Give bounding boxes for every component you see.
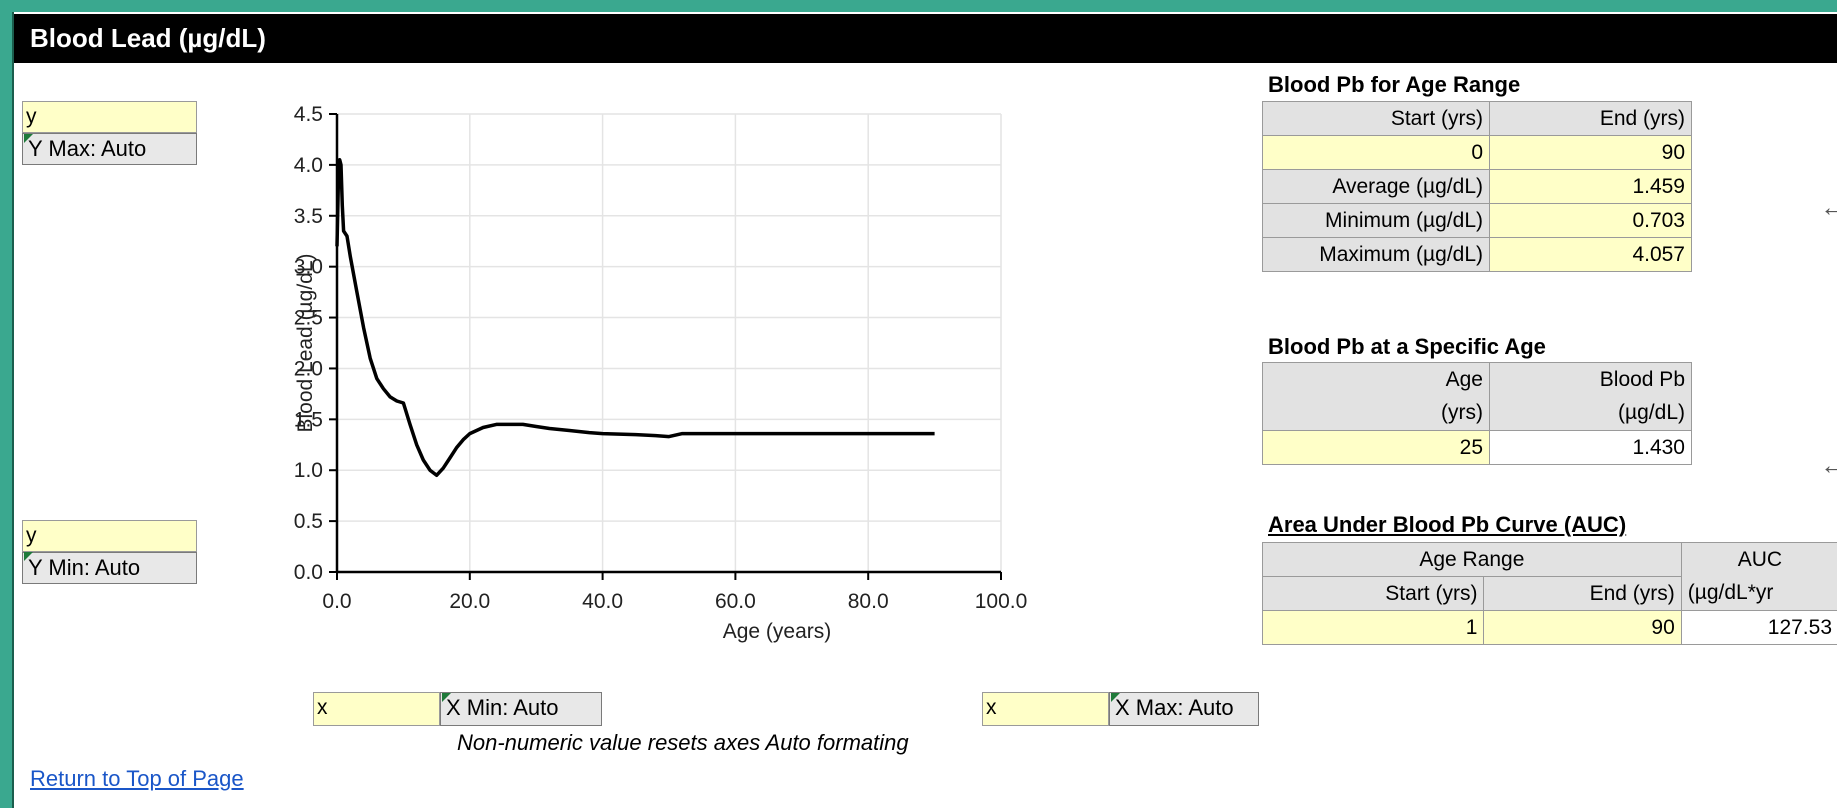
x-tick-label: 100.0 [975,590,1028,613]
y-max-input[interactable]: y [22,101,197,133]
minimum-label: Minimum (µg/dL) [1262,203,1490,238]
chart-ticks: 0.0 0.5 1.0 1.5 2.0 2.5 3.0 3.5 4.0 4.5 0.0 20.0 40.… [294,103,1027,613]
auc-table: Age Range AUC Start (yrs) End (yrs) (µg/… [1261,542,1837,645]
auc-start-header: Start (yrs) [1261,576,1485,611]
age-unit-header: (yrs) [1262,396,1490,431]
chart-grid [337,113,1002,572]
age-header: Age [1262,362,1490,397]
spreadsheet: Blood Lead (µg/dL) y Y Max: Auto y Y Min… [12,12,1837,808]
x-min-input[interactable]: x [313,692,440,726]
age-range-title: Blood Pb for Age Range [1268,72,1521,97]
x-tick-label: 60.0 [715,590,756,613]
auc-end-header: End (yrs) [1483,576,1682,611]
age-range-header: Age Range [1262,542,1682,577]
x-max-input[interactable]: x [982,692,1109,726]
y-tick-label: 0.0 [294,561,323,584]
y-tick-label: 1.5 [294,408,323,431]
comment-indicator-icon [1111,693,1120,702]
end-age-input[interactable]: 90 [1489,135,1692,170]
x-tick-label: 20.0 [449,590,490,613]
maximum-label: Maximum (µg/dL) [1262,237,1490,272]
left-arrow-icon: ← [1820,192,1837,223]
chart-axes [335,114,1001,574]
y-tick-label: 0.5 [294,510,323,533]
return-to-top-link[interactable]: Return to Top of Page [30,766,244,791]
x-tick-label: 40.0 [582,590,623,613]
specific-age-pb-value: 1.430 [1489,430,1692,465]
age-range-table: Start (yrs) End (yrs) 0 90 Average (µg/d… [1262,101,1692,272]
comment-indicator-icon [442,693,451,702]
start-age-input[interactable]: 0 [1262,135,1490,170]
section-title-bar: Blood Lead (µg/dL) [14,14,1837,63]
y-tick-label: 3.5 [294,205,323,228]
blood-lead-chart: 0.0 0.5 1.0 1.5 2.0 2.5 3.0 3.5 4.0 4.5 0.0 20.0 40.… [294,103,1027,643]
blood-pb-header: Blood Pb [1489,362,1692,397]
left-arrow-icon: ← [1820,450,1837,481]
y-tick-label: 4.5 [294,103,323,126]
comment-indicator-icon [24,552,33,561]
auc-start-input[interactable]: 1 [1261,610,1485,645]
auc-unit-header: (µg/dL*yr [1680,576,1837,611]
blood-pb-unit-header: (µg/dL) [1489,396,1692,431]
x-tick-label: 80.0 [848,590,889,613]
y-tick-label: 2.0 [294,357,323,380]
auc-header: AUC [1680,542,1837,577]
x-tick-label: 0.0 [322,590,351,613]
end-header: End (yrs) [1489,101,1692,136]
axes-reset-note: Non-numeric value resets axes Auto forma… [457,730,909,755]
y-max-button[interactable]: Y Max: Auto [22,133,197,165]
x-axis-label: Age (years) [723,620,832,643]
specific-age-input[interactable]: 25 [1262,430,1490,465]
y-min-input[interactable]: y [22,520,197,552]
maximum-value: 4.057 [1489,237,1692,272]
y-axis-label: Blood Lead (µg/dL) [294,253,317,432]
y-tick-label: 1.0 [294,459,323,482]
y-tick-label: 2.5 [294,307,323,330]
y-min-button[interactable]: Y Min: Auto [22,552,197,584]
comment-indicator-icon [24,134,33,143]
series-line [335,158,935,478]
x-min-button[interactable]: X Min: Auto [440,692,602,726]
start-header: Start (yrs) [1262,101,1490,136]
specific-age-title: Blood Pb at a Specific Age [1268,334,1546,359]
x-max-button[interactable]: X Max: Auto [1109,692,1259,726]
y-tick-label: 4.0 [294,154,323,177]
auc-value: 127.53 [1680,610,1837,645]
auc-end-input[interactable]: 90 [1483,610,1682,645]
specific-age-table: Age Blood Pb (yrs) (µg/dL) 25 1.430 [1262,362,1692,465]
minimum-value: 0.703 [1489,203,1692,238]
average-value: 1.459 [1489,169,1692,204]
auc-title: Area Under Blood Pb Curve (AUC) [1268,512,1627,537]
average-label: Average (µg/dL) [1262,169,1490,204]
y-tick-label: 3.0 [294,256,323,279]
